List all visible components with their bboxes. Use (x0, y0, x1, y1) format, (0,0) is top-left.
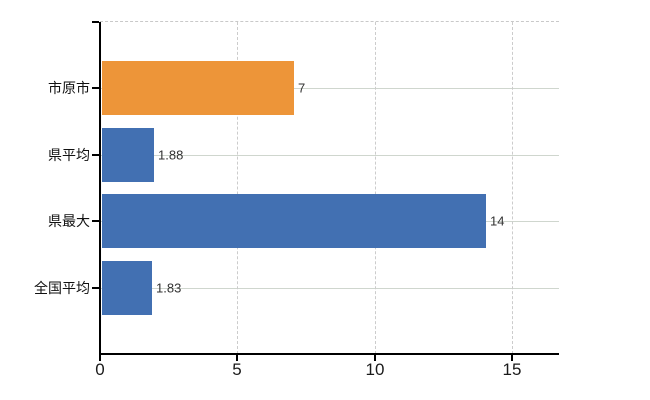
category-label: 県平均 (48, 147, 90, 163)
category-label: 全国平均 (34, 280, 90, 296)
bar-value-label: 7 (298, 80, 306, 96)
v-gridline (375, 22, 376, 354)
x-tick-label: 0 (95, 360, 105, 379)
x-tick (99, 355, 101, 361)
bar-value-label: 1.83 (156, 280, 182, 296)
bar (102, 261, 152, 315)
category-label: 市原市 (48, 80, 90, 96)
bar (102, 61, 294, 115)
y-tick (92, 287, 99, 289)
x-axis-line (99, 353, 559, 355)
y-tick (92, 87, 99, 89)
v-gridline (512, 22, 513, 354)
x-tick (236, 355, 238, 361)
x-tick (374, 355, 376, 361)
y-tick (92, 220, 99, 222)
bar (102, 194, 486, 248)
y-axis-line (99, 22, 101, 354)
h-gridline (100, 155, 559, 156)
h-gridline (100, 88, 559, 89)
x-tick-label: 5 (232, 360, 242, 379)
bar-value-label: 14 (490, 213, 505, 229)
y-tick (92, 154, 99, 156)
category-label: 県最大 (48, 213, 90, 229)
bar (102, 128, 154, 182)
bar-value-label: 1.88 (158, 147, 184, 163)
h-gridline (100, 288, 559, 289)
x-tick (511, 355, 513, 361)
y-axis-end-tick (92, 21, 99, 23)
x-tick-label: 10 (365, 360, 385, 379)
plot-top-border (100, 21, 559, 22)
x-tick-label: 15 (502, 360, 522, 379)
v-gridline (237, 22, 238, 354)
plot-area: 7 1.88 14 1.83 (100, 22, 559, 354)
